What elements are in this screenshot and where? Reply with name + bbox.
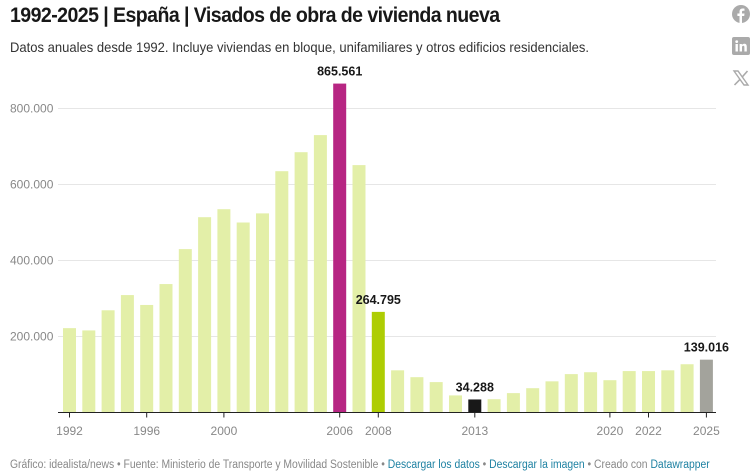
bar-2025 (699, 359, 713, 413)
bar-2024 (680, 364, 694, 413)
footer: Gráfico: idealista/news • Fuente: Minist… (10, 459, 710, 471)
bar-2007 (352, 165, 366, 413)
x-icon (732, 70, 750, 86)
bar-2008 (371, 311, 385, 413)
separator: • (479, 459, 490, 471)
bar-2002 (256, 213, 269, 413)
x-tick-label: 1996 (133, 424, 160, 438)
bar-2005 (313, 135, 327, 413)
created-with-text: Creado con (594, 459, 648, 471)
y-tick-label: 200.000 (10, 330, 54, 344)
bar-2016 (526, 388, 540, 413)
bar-1994 (101, 310, 115, 413)
linkedin-share-button[interactable] (731, 36, 751, 56)
facebook-icon (732, 5, 750, 23)
bar-1997 (159, 284, 173, 413)
bar-2010 (410, 377, 424, 413)
bar-1996 (140, 304, 154, 413)
bar-2019 (584, 372, 598, 413)
bar-2023 (661, 370, 675, 413)
separator: • (584, 459, 595, 471)
bar-2004 (294, 152, 308, 413)
bar-2003 (275, 171, 289, 413)
bar-2011 (429, 382, 443, 413)
bar-2017 (545, 381, 559, 413)
bar-2022 (642, 371, 655, 413)
bar-2021 (622, 371, 636, 413)
bar-1993 (82, 330, 96, 413)
data-label-2013: 34.288 (456, 380, 494, 394)
chart-title: 1992-2025 | España | Visados de obra de … (10, 4, 500, 27)
facebook-share-button[interactable] (731, 4, 751, 24)
x-tick-label: 2013 (461, 424, 488, 438)
separator: • (114, 459, 124, 471)
bar-chart: 200.000 400.000 600.000 800.000 865.561 264.… (10, 65, 729, 438)
data-label-2008: 264.795 (356, 293, 401, 307)
x-tick-label: 2020 (597, 424, 624, 438)
bar-2018 (564, 374, 578, 413)
separator: • (378, 459, 388, 471)
bar-1998 (178, 249, 192, 413)
x-tick-label: 2006 (326, 424, 353, 438)
x-tick-label: 2025 (693, 424, 720, 438)
bar-1992 (63, 328, 76, 413)
bar-2001 (236, 222, 250, 413)
download-image-link[interactable]: Descargar la imagen (489, 459, 585, 471)
linkedin-icon (732, 37, 750, 55)
bar-2012 (449, 395, 462, 413)
bar-2006 (333, 83, 347, 413)
bar-2009 (391, 370, 405, 413)
x-tick-label: 2022 (635, 424, 662, 438)
bar-2000 (217, 209, 231, 413)
download-data-link[interactable]: Descargar los datos (387, 459, 480, 471)
bar-2013 (468, 399, 482, 413)
bar-2014 (487, 399, 501, 413)
y-tick-label: 400.000 (10, 254, 54, 268)
footer-source: Fuente: Ministerio de Transporte y Movil… (123, 459, 379, 471)
bar-1995 (120, 295, 134, 413)
bar-1999 (198, 217, 212, 413)
bar-2015 (506, 393, 520, 413)
x-tick-label: 2000 (211, 424, 238, 438)
x-share-button[interactable] (731, 68, 751, 88)
chart-subtitle: Datos anuales desde 1992. Incluye vivien… (10, 39, 590, 55)
bar-2020 (603, 380, 617, 413)
data-label-2025: 139.016 (684, 341, 729, 355)
datawrapper-link[interactable]: Datawrapper (650, 459, 710, 471)
y-tick-label: 800.000 (10, 102, 54, 116)
data-label-2006: 865.561 (317, 65, 362, 79)
x-tick-label: 1992 (56, 424, 83, 438)
y-tick-label: 600.000 (10, 178, 54, 192)
x-tick-label: 2008 (365, 424, 392, 438)
footer-credit: Gráfico: idealista/news (10, 459, 115, 471)
